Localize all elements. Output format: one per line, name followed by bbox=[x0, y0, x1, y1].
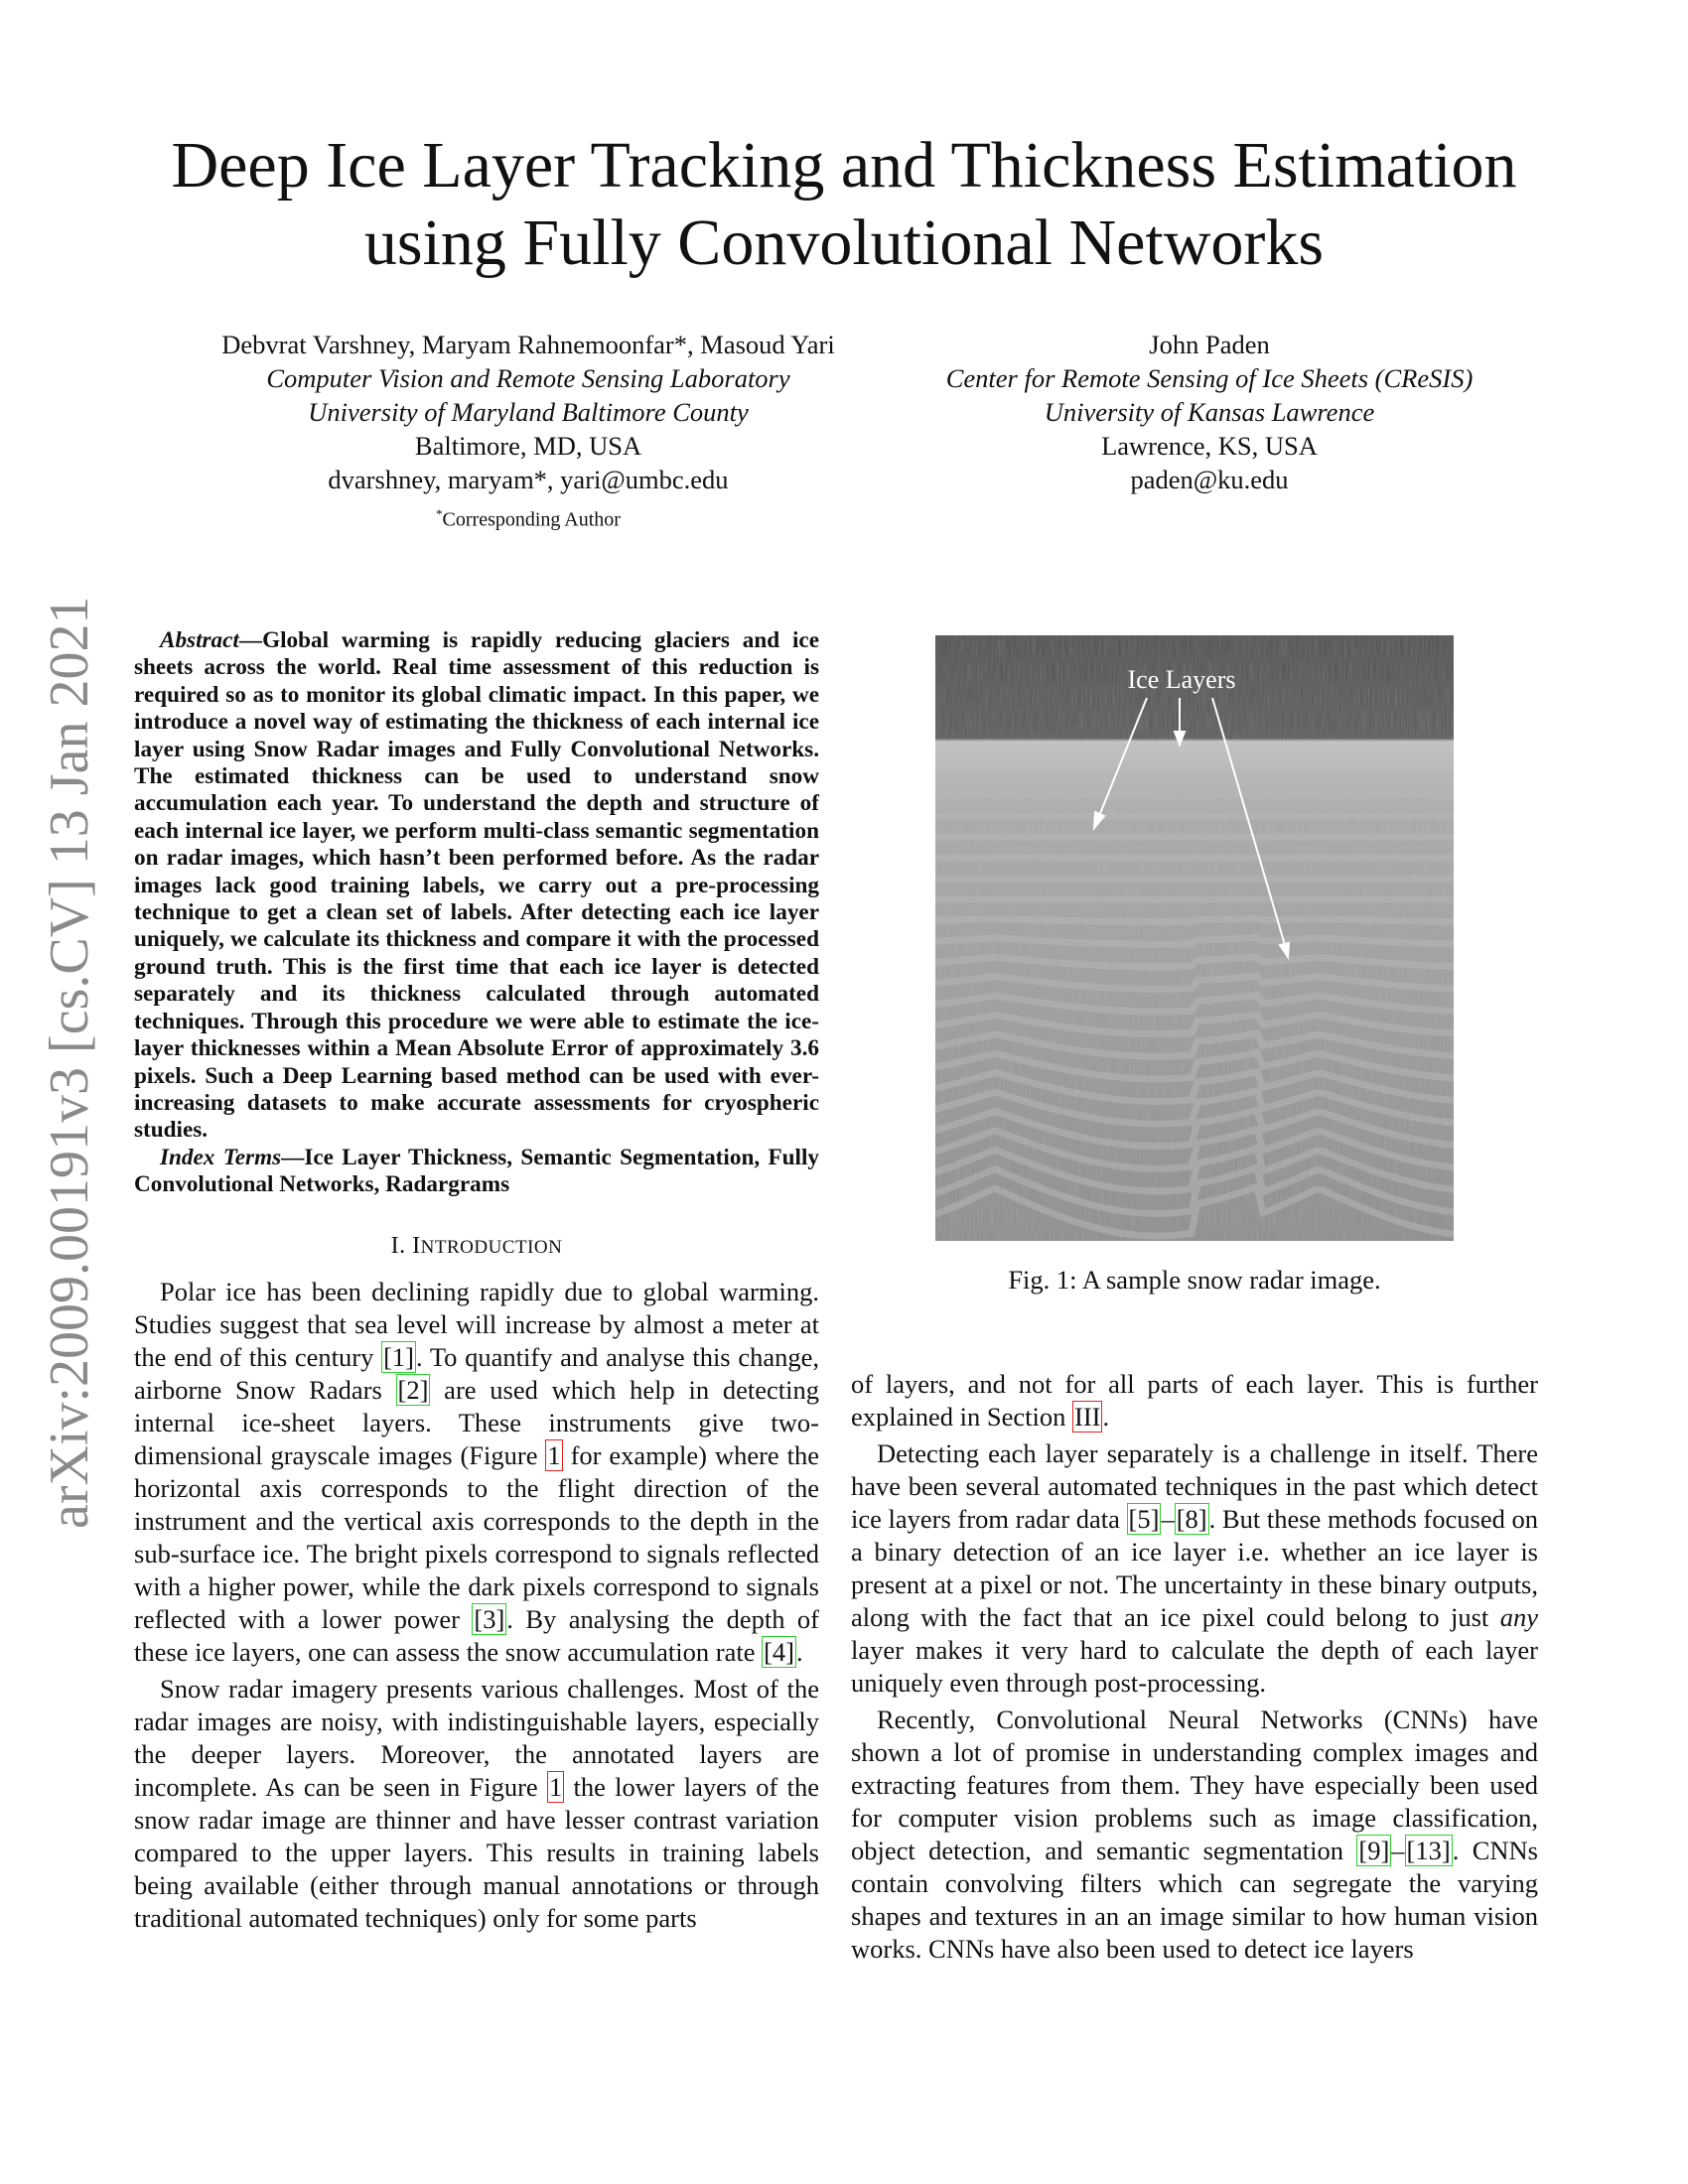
author-names: Debvrat Varshney, Maryam Rahnemoonfar*, … bbox=[221, 330, 835, 359]
text: of layers, and not for all parts of each… bbox=[851, 1369, 1538, 1432]
text: . To quantify and analyse this change, a… bbox=[134, 1342, 819, 1405]
text: Detecting each layer separately is a cha… bbox=[851, 1438, 1538, 1534]
figure-annotation-label: Ice Layers bbox=[1128, 665, 1236, 694]
section-heading: I. INTRODUCTION bbox=[134, 1233, 819, 1260]
text: the lower layers of the snow radar image… bbox=[134, 1772, 819, 1933]
note-mark: * bbox=[436, 506, 443, 521]
citation-link[interactable]: [3] bbox=[472, 1603, 507, 1635]
figure-link[interactable]: 1 bbox=[545, 1439, 563, 1471]
citation-link[interactable]: [13] bbox=[1404, 1835, 1453, 1866]
affiliation-lab: Computer Vision and Remote Sensing Labor… bbox=[266, 363, 790, 393]
author-names: John Paden bbox=[1149, 330, 1270, 359]
title-line-2: using Fully Convolutional Networks bbox=[363, 206, 1325, 279]
text: layer makes it very hard to calculate th… bbox=[851, 1635, 1538, 1698]
text: . But these methods focused on a binary … bbox=[851, 1504, 1538, 1632]
abstract: Abstract—Global warming is rapidly reduc… bbox=[134, 627, 819, 1199]
citation-link[interactable]: [4] bbox=[762, 1636, 796, 1668]
abstract-label: Abstract bbox=[160, 627, 239, 653]
section-title-rest: NTRODUCTION bbox=[420, 1237, 563, 1258]
corresponding-note: *Corresponding Author bbox=[159, 496, 898, 538]
title-line-1: Deep Ice Layer Tracking and Thickness Es… bbox=[171, 129, 1517, 202]
text: . By analysing the depth of these ice la… bbox=[134, 1604, 820, 1667]
citation-link[interactable]: [9] bbox=[1356, 1835, 1392, 1866]
paragraph: of layers, and not for all parts of each… bbox=[851, 1368, 1538, 1433]
author-emails: dvarshney, maryam*, yari@umbc.edu bbox=[328, 465, 729, 494]
text: – bbox=[1391, 1836, 1405, 1865]
citation-link[interactable]: [5] bbox=[1126, 1503, 1162, 1535]
snow-radar-figure: Ice Layers bbox=[935, 635, 1454, 1241]
text: Snow radar imagery presents various chal… bbox=[134, 1674, 819, 1802]
affiliation-lab: Center for Remote Sensing of Ice Sheets … bbox=[945, 363, 1474, 393]
affiliation-university: University of Maryland Baltimore County bbox=[308, 397, 749, 427]
text: . bbox=[796, 1637, 803, 1667]
section-number: I. bbox=[390, 1233, 406, 1259]
text: Recently, Convolutional Neural Networks … bbox=[851, 1705, 1538, 1865]
affiliation-university: University of Kansas Lawrence bbox=[1044, 397, 1375, 427]
author-location: Lawrence, KS, USA bbox=[1101, 431, 1318, 461]
paragraph: Detecting each layer separately is a cha… bbox=[851, 1437, 1538, 1700]
figure-link[interactable]: 1 bbox=[546, 1771, 565, 1803]
section-link[interactable]: III bbox=[1072, 1401, 1103, 1433]
author-email: paden@ku.edu bbox=[1130, 465, 1289, 494]
left-column-body: Polar ice has been declining rapidly due… bbox=[134, 1276, 819, 1939]
text: . CNNs contain convolving filters which … bbox=[851, 1836, 1538, 1964]
abstract-text: —Global warming is rapidly reducing glac… bbox=[134, 627, 819, 1144]
radar-image: Ice Layers bbox=[935, 635, 1454, 1241]
text: for example) where the horizontal axis c… bbox=[134, 1440, 819, 1634]
text: – bbox=[1161, 1504, 1175, 1534]
text: . bbox=[1102, 1402, 1110, 1432]
note-text: Corresponding Author bbox=[442, 508, 621, 531]
index-terms-label: Index Terms bbox=[160, 1144, 282, 1170]
author-block-left: Debvrat Varshney, Maryam Rahnemoonfar*, … bbox=[159, 328, 898, 538]
citation-link[interactable]: [1] bbox=[381, 1341, 416, 1373]
author-location: Baltimore, MD, USA bbox=[414, 431, 642, 461]
paragraph: Polar ice has been declining rapidly due… bbox=[134, 1276, 819, 1669]
text: Polar ice has been declining rapidly due… bbox=[134, 1277, 819, 1372]
right-column-body: of layers, and not for all parts of each… bbox=[851, 1368, 1538, 1970]
citation-link[interactable]: [2] bbox=[395, 1374, 431, 1406]
emphasis: any bbox=[1499, 1602, 1538, 1632]
paragraph: Recently, Convolutional Neural Networks … bbox=[851, 1704, 1538, 1966]
section-title-initial: I bbox=[412, 1233, 421, 1259]
paper-title: Deep Ice Layer Tracking and Thickness Es… bbox=[0, 127, 1688, 282]
text: are used which help in detecting interna… bbox=[134, 1375, 819, 1470]
citation-link[interactable]: [8] bbox=[1174, 1503, 1209, 1535]
author-block-right: John Paden Center for Remote Sensing of … bbox=[923, 328, 1495, 496]
index-terms-text: —Ice Layer Thickness, Semantic Segmentat… bbox=[134, 1144, 819, 1198]
paragraph: Snow radar imagery presents various chal… bbox=[134, 1673, 819, 1935]
arxiv-identifier: arXiv:2009.00191v3 [cs.CV] 13 Jan 2021 bbox=[39, 596, 100, 1529]
figure-caption: Fig. 1: A sample snow radar image. bbox=[1008, 1265, 1381, 1295]
